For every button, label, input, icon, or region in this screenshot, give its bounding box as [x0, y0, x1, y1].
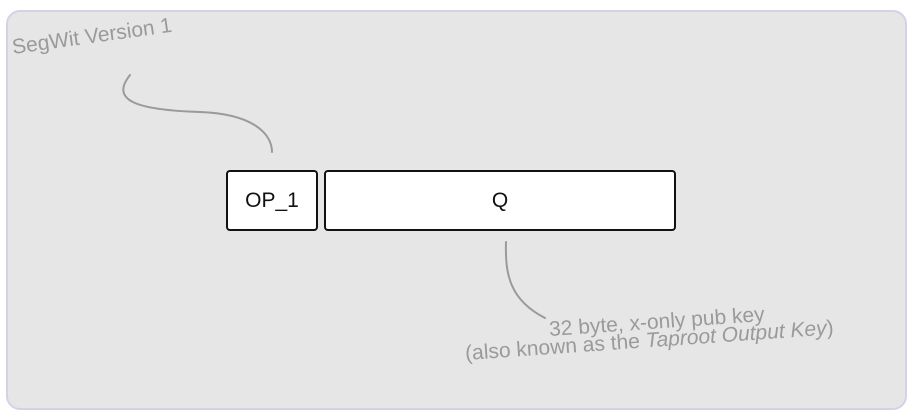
opcode-label: OP_1 — [245, 188, 299, 212]
output-key-label: Q — [491, 188, 509, 212]
aka-suffix: ) — [825, 316, 835, 340]
output-key-box: Q — [324, 170, 676, 231]
opcode-box: OP_1 — [226, 170, 318, 231]
